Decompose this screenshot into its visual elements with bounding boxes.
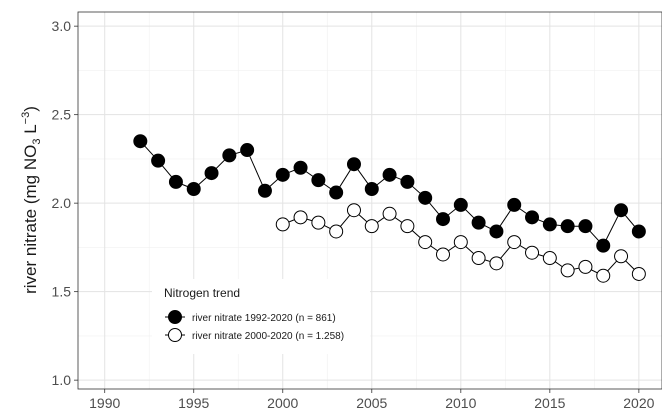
legend-background (152, 279, 370, 354)
data-point-series-0 (346, 157, 361, 172)
y-tick-label: 2.0 (52, 195, 72, 211)
data-point-series-0 (257, 183, 272, 198)
data-point-series-0 (489, 224, 504, 239)
data-point-series-0 (275, 167, 290, 182)
legend-label-1992: river nitrate 1992-2020 (n = 861) (192, 313, 336, 324)
data-point-series-0 (364, 181, 379, 196)
data-point-series-1 (471, 251, 486, 266)
y-axis-title: river nitrate (mg NO3 L−3) (20, 106, 43, 294)
data-point-series-1 (382, 206, 397, 221)
data-point-series-0 (400, 174, 415, 189)
x-tick-label: 1990 (89, 395, 120, 411)
data-point-series-0 (204, 166, 219, 181)
x-tick-label: 2020 (623, 395, 654, 411)
legend-key-marker-1992 (168, 310, 182, 324)
data-point-series-0 (507, 197, 522, 212)
legend-key-marker-2000 (168, 328, 182, 342)
data-point-series-1 (436, 247, 450, 262)
y-axis-title-close: ) (21, 106, 40, 112)
data-point-series-1 (346, 203, 361, 218)
data-point-series-0 (614, 203, 629, 218)
data-point-series-0 (578, 219, 593, 234)
data-point-series-1 (507, 235, 522, 250)
data-point-series-1 (525, 245, 540, 260)
data-point-series-0 (222, 148, 237, 163)
series-layer (133, 134, 646, 283)
data-point-series-1 (275, 217, 290, 232)
y-axis-title-superscript: −3 (20, 112, 32, 125)
x-tick-label: 1995 (178, 395, 209, 411)
data-point-series-1 (329, 224, 344, 239)
x-tick-label: 2005 (356, 395, 387, 411)
data-point-series-0 (631, 224, 646, 239)
data-point-series-0 (436, 212, 450, 227)
data-point-series-0 (542, 217, 557, 232)
data-point-series-0 (293, 160, 308, 175)
data-point-series-0 (382, 167, 397, 182)
legend-label-2000: river nitrate 2000-2020 (n = 1.258) (192, 331, 344, 342)
data-point-series-1 (311, 215, 326, 230)
data-point-series-0 (525, 210, 540, 225)
y-axis-title-unit: L (21, 124, 40, 138)
data-point-series-0 (186, 181, 201, 196)
x-tick-label: 2010 (445, 395, 476, 411)
x-tick-label: 2000 (267, 395, 298, 411)
data-point-series-0 (168, 174, 183, 189)
legend-title: Nitrogen trend (164, 286, 240, 300)
data-point-series-0 (596, 238, 611, 253)
y-tick-label: 1.0 (52, 372, 72, 388)
data-point-series-1 (293, 210, 308, 225)
x-tick-label: 2015 (534, 395, 565, 411)
legend: Nitrogen trend river nitrate 1992-2020 (… (152, 279, 370, 354)
data-point-series-0 (151, 153, 166, 168)
data-point-series-1 (631, 266, 646, 281)
data-point-series-1 (614, 249, 629, 264)
y-tick-label: 3.0 (52, 18, 72, 34)
data-point-series-0 (133, 134, 148, 149)
data-point-series-0 (311, 173, 326, 188)
data-point-series-0 (329, 185, 344, 200)
y-axis-title-main: river nitrate (mg NO (21, 145, 40, 294)
data-point-series-1 (542, 251, 557, 266)
data-point-series-1 (596, 268, 611, 283)
data-point-series-1 (453, 235, 468, 250)
data-point-series-0 (240, 143, 255, 158)
data-point-series-1 (400, 219, 415, 234)
data-point-series-1 (578, 259, 593, 274)
axis-ticks: 1990 1995 2000 2005 2010 2015 2020 1.0 1.5 2.0 2.5… (52, 18, 655, 411)
data-point-series-0 (453, 197, 468, 212)
y-tick-label: 1.5 (52, 284, 72, 300)
data-point-series-0 (560, 219, 575, 234)
data-point-series-0 (418, 190, 433, 205)
data-point-series-0 (471, 215, 486, 230)
y-tick-label: 2.5 (52, 107, 72, 123)
data-point-series-1 (418, 235, 433, 250)
data-point-series-1 (364, 219, 379, 234)
data-point-series-1 (560, 263, 575, 278)
panel-border (77, 11, 662, 390)
y-axis-title-subscript: 3 (31, 139, 43, 145)
data-point-series-1 (489, 256, 504, 271)
